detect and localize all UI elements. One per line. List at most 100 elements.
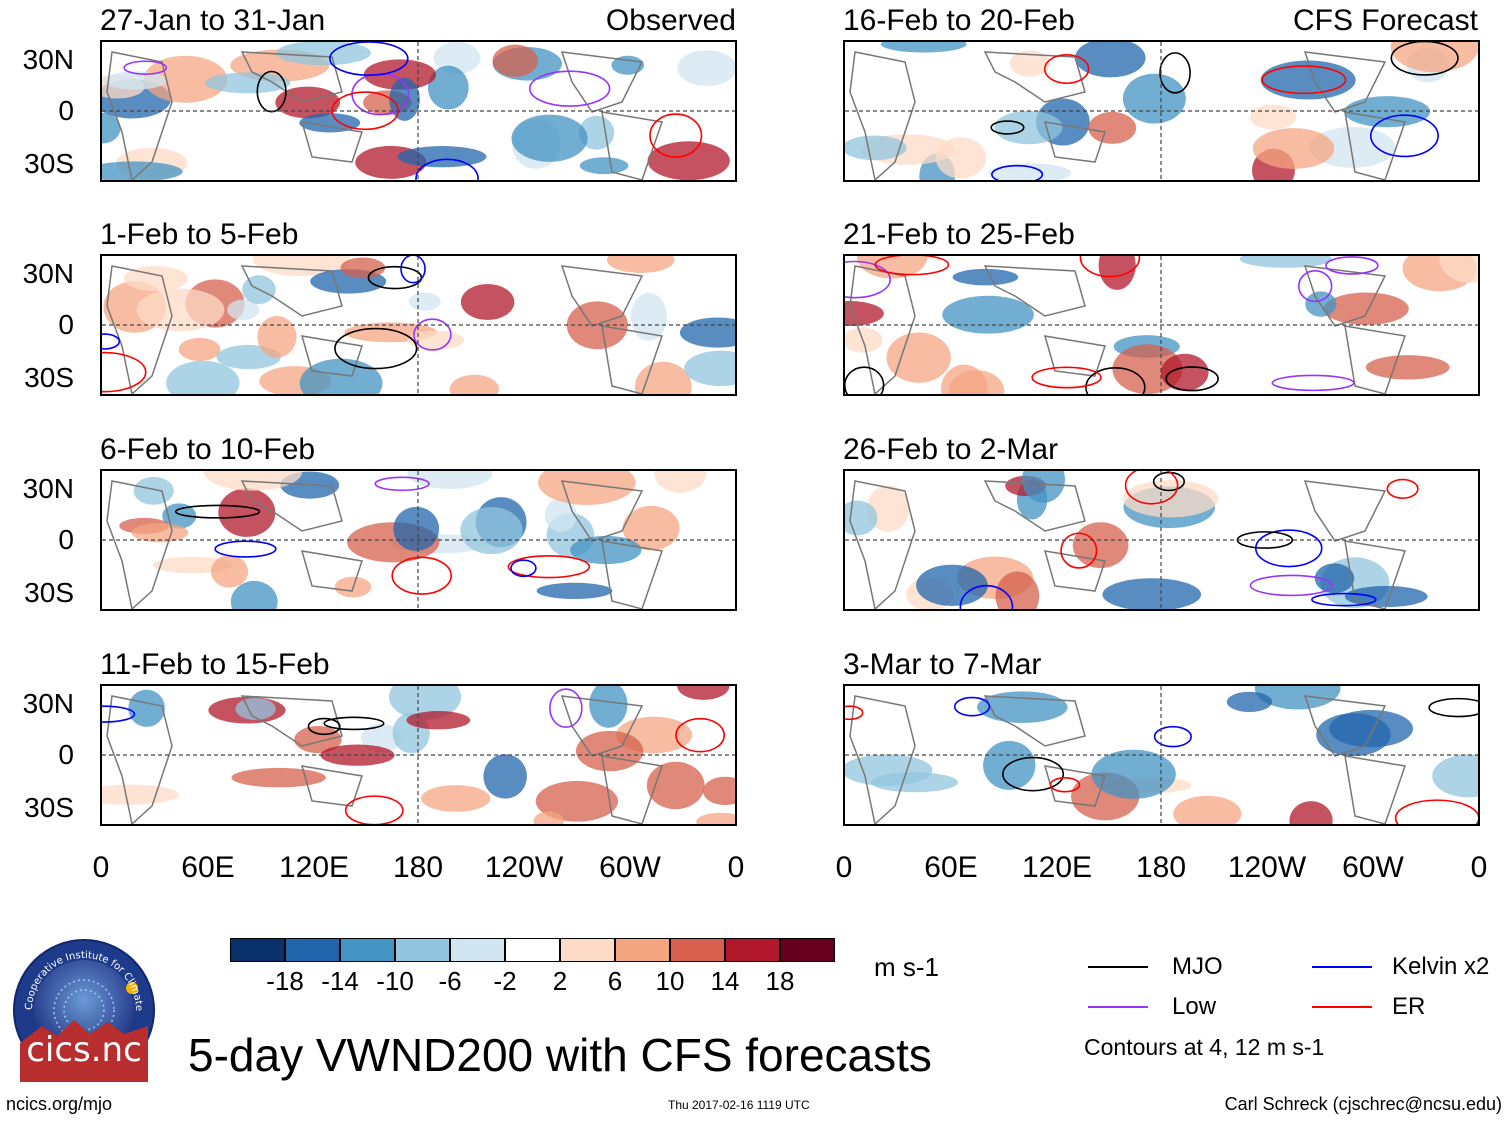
anomaly-blob	[162, 503, 197, 529]
anomaly-blob	[845, 500, 878, 536]
wave-contour	[953, 696, 991, 717]
main-title: 5-day VWND200 with CFS forecasts	[188, 1029, 932, 1081]
wave-contour	[415, 158, 479, 180]
coastline	[240, 265, 343, 317]
wave-contour	[323, 716, 385, 731]
anomaly-blob	[1239, 256, 1332, 268]
anomaly-blob	[102, 112, 121, 144]
anomaly-blob	[845, 327, 883, 353]
coastline	[560, 695, 644, 757]
wave-contour	[1369, 114, 1439, 158]
coastline	[601, 325, 663, 394]
anomaly-blob	[102, 784, 180, 805]
legend-kelvin-label: Kelvin x2	[1392, 953, 1490, 980]
coastline	[1043, 335, 1106, 377]
wave-contour	[1085, 366, 1146, 394]
anomaly-blob	[276, 42, 371, 66]
anomaly-blob	[845, 135, 907, 161]
panel-1-map	[100, 40, 737, 182]
colorbar-label: 6	[607, 966, 623, 996]
colorbar-label: -6	[438, 966, 462, 996]
colorbar-swatch	[505, 938, 560, 962]
y-tick-30n-1: 30N	[22, 44, 74, 75]
anomaly-blob	[1122, 73, 1186, 124]
logo-graphic: Cooperative Institute for Climate and Sa…	[9, 930, 155, 1082]
anomaly-blob	[575, 730, 644, 772]
wave-contour	[528, 70, 611, 107]
anomaly-blob	[397, 146, 487, 168]
wave-contour	[845, 705, 864, 721]
wave-contour	[329, 42, 409, 76]
anomaly-blob	[948, 370, 1005, 394]
wave-contour	[874, 256, 950, 276]
colorbar-label: 2	[552, 966, 568, 996]
wave-contour	[1060, 532, 1098, 569]
panel-6-field	[845, 256, 1478, 394]
legend-mjo-label: MJO	[1172, 953, 1223, 980]
anomaly-blob	[421, 785, 491, 812]
colorbar-swatch	[780, 938, 835, 962]
anomaly-blob	[1289, 801, 1333, 824]
wave-contour	[214, 540, 277, 558]
anomaly-blob	[535, 780, 619, 822]
wave-contour	[307, 717, 341, 736]
anomaly-blob	[1075, 42, 1146, 78]
anomaly-blob	[1365, 355, 1450, 380]
wave-contour	[1031, 366, 1102, 389]
wave-contour	[1049, 777, 1081, 793]
colorbar-label: -2	[493, 966, 517, 996]
x-tick-right-120e: 120E	[1021, 851, 1093, 884]
wave-contour	[256, 70, 287, 113]
x-tick-right-0: 0	[835, 851, 853, 884]
anomaly-blob	[654, 471, 707, 493]
coastline	[849, 480, 916, 609]
legend-mjo-line	[1088, 966, 1148, 968]
coastline	[849, 265, 916, 394]
coastline	[1303, 265, 1387, 327]
anomaly-blob	[210, 555, 249, 588]
wave-contour	[845, 260, 891, 299]
anomaly-blob	[606, 256, 675, 274]
legend-er-label: ER	[1392, 993, 1426, 1020]
panel-4-map	[100, 684, 737, 826]
anomaly-blob	[696, 812, 735, 824]
anomaly-blob	[845, 754, 933, 786]
anomaly-blob	[231, 767, 326, 788]
wave-contour	[649, 113, 703, 158]
y-tick-0-2: 0	[58, 309, 74, 340]
anomaly-blob	[143, 55, 228, 103]
anomaly-blob	[1072, 522, 1129, 569]
anomaly-blob	[449, 374, 500, 394]
logo-text: cics.nc	[26, 1030, 142, 1070]
anomaly-blob	[257, 316, 297, 358]
x-tick-left-60w: 60W	[599, 851, 661, 884]
colorbar-swatch	[670, 938, 725, 962]
wave-contour	[1079, 256, 1141, 278]
panel-1-label: Observed	[605, 4, 736, 37]
wave-contour	[1325, 256, 1379, 275]
footer-website: ncics.org/mjo	[6, 1094, 113, 1114]
wave-contour	[959, 584, 1014, 609]
anomaly-blob	[102, 71, 168, 90]
colorbar-label: 10	[655, 966, 685, 996]
anomaly-blob	[407, 330, 465, 350]
wave-contour	[174, 504, 261, 519]
coastline	[106, 265, 173, 394]
panel-2-map	[100, 254, 737, 396]
panel-1-field	[102, 42, 735, 180]
panel-3-date-range: 6-Feb to 10-Feb	[100, 433, 316, 466]
wave-contour	[1249, 574, 1334, 597]
panel-2-field	[102, 256, 735, 394]
coastline	[560, 265, 644, 327]
anomaly-blob	[916, 564, 988, 607]
y-tick-30n-3: 30N	[22, 473, 74, 504]
coastline	[601, 540, 663, 609]
anomaly-blob	[533, 811, 564, 824]
anomaly-blob	[406, 711, 471, 730]
panel-5-date-range: 16-Feb to 20-Feb	[843, 4, 1075, 37]
anomaly-blob	[408, 292, 441, 311]
anomaly-blob	[299, 113, 361, 133]
wave-contour	[1298, 269, 1333, 303]
anomaly-blob	[203, 471, 303, 491]
wave-contour	[1043, 54, 1090, 85]
